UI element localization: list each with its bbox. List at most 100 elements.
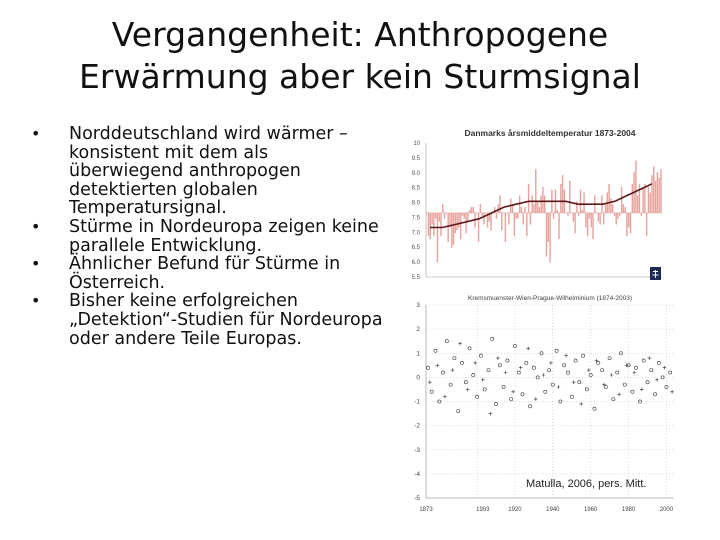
scatter-point (562, 363, 567, 368)
scatter-point (486, 368, 491, 373)
temperature-bar (545, 212, 548, 257)
y-tick-label: -4 (414, 471, 420, 478)
temperature-bar (656, 172, 659, 213)
scatter-point (660, 375, 665, 380)
scatter-point (518, 365, 523, 370)
temperature-bar (520, 207, 523, 213)
scatter-point (592, 406, 597, 411)
temperature-bar (567, 212, 569, 216)
scatter-point (488, 411, 493, 416)
x-tick-label: 2000 (660, 507, 674, 513)
bullet-item: Ähnlicher Befund für Stürme in Österreic… (25, 255, 385, 292)
temperature-bar (470, 207, 473, 213)
scatter-point (640, 387, 644, 392)
temperature-bar (583, 192, 585, 213)
temperature-bar (647, 186, 650, 213)
temperature-bar (622, 204, 625, 213)
temperature-bar (615, 212, 617, 225)
scatter-point (448, 382, 453, 387)
scatter-point (465, 387, 470, 392)
scatter-point (556, 385, 561, 389)
temperature-bar (565, 212, 567, 214)
temperature-bar (636, 195, 639, 213)
temperature-bar (574, 212, 576, 234)
temperature-bar (515, 212, 517, 219)
scatter-point (433, 348, 438, 353)
chart-title: Danmarks årsmiddeltemperatur 1873-2004 (464, 128, 635, 138)
temperature-bar (660, 169, 662, 213)
scatter-point (609, 373, 614, 377)
scatter-point (645, 380, 650, 385)
scatter-point (584, 387, 589, 392)
scatter-point (482, 387, 487, 392)
scatter-point (653, 392, 658, 397)
temperature-bar (604, 204, 607, 213)
storm-index-scatter-chart: Kremsmuenster-Wien-Prague-Wilhelminium (… (400, 295, 680, 515)
scatter-point (425, 365, 430, 370)
y-tick-label: 5.5 (412, 275, 421, 281)
temperature-bar (549, 212, 551, 263)
scatter-point (463, 380, 468, 385)
temperature-bar (558, 212, 560, 240)
temperature-bar (610, 198, 612, 213)
temperature-bar (493, 207, 496, 213)
temperature-bar (458, 212, 460, 228)
scatter-point (494, 402, 498, 406)
temperature-bar (608, 183, 610, 213)
scatter-point (630, 389, 635, 394)
scatter-point (558, 399, 563, 404)
temperature-bar (506, 212, 508, 214)
temperature-bar (624, 207, 626, 213)
scatter-point (509, 397, 514, 402)
x-tick-label: 1980 (622, 507, 636, 513)
temperature-bar (577, 212, 580, 216)
temperature-bar (485, 212, 487, 214)
temperature-bar (576, 201, 578, 213)
scatter-point (450, 368, 455, 372)
temperature-bar (531, 195, 533, 213)
scatter-point (637, 399, 642, 404)
temperature-bar (465, 212, 467, 234)
temperature-bar (443, 212, 446, 219)
temperature-bar (501, 212, 503, 231)
temperature-bar (483, 212, 485, 225)
temperature-bar (529, 212, 532, 225)
scatter-point (503, 370, 508, 375)
scatter-point (471, 373, 476, 377)
temperature-bar (542, 186, 544, 213)
scatter-point (443, 394, 447, 399)
y-tick-label: 7.0 (412, 230, 421, 236)
x-tick-label: 1940 (546, 507, 560, 513)
scatter-point (554, 348, 559, 353)
temperature-bar (535, 169, 537, 213)
temperature-bar (561, 175, 564, 213)
y-tick-label: 8.0 (412, 201, 421, 207)
scatter-point (571, 380, 576, 384)
temperature-bar (592, 212, 594, 240)
temperature-bar (451, 212, 453, 248)
scatter-point (456, 409, 461, 414)
scatter-point (460, 361, 464, 365)
temperature-bar (540, 195, 542, 213)
temperature-bar (476, 212, 478, 214)
scatter-point (619, 351, 623, 356)
temperature-bar (556, 210, 558, 213)
temperature-bar (629, 212, 632, 234)
scatter-point (656, 361, 661, 365)
scatter-point (603, 385, 608, 389)
temperature-bar (626, 212, 628, 237)
scatter-point (587, 368, 591, 372)
y-tick-label: 9.0 (412, 171, 421, 177)
temperature-bar (504, 212, 507, 243)
scatter-point (444, 339, 449, 344)
temperature-bar (456, 212, 458, 231)
temperature-bar (645, 212, 648, 237)
temperature-bar (581, 210, 583, 213)
temperature-bar (445, 212, 448, 214)
scatter-point (428, 380, 432, 384)
scatter-point (481, 378, 485, 382)
scatter-point (617, 392, 621, 397)
temperature-bar (429, 212, 432, 240)
scatter-point (534, 397, 538, 401)
scatter-point (475, 394, 480, 399)
